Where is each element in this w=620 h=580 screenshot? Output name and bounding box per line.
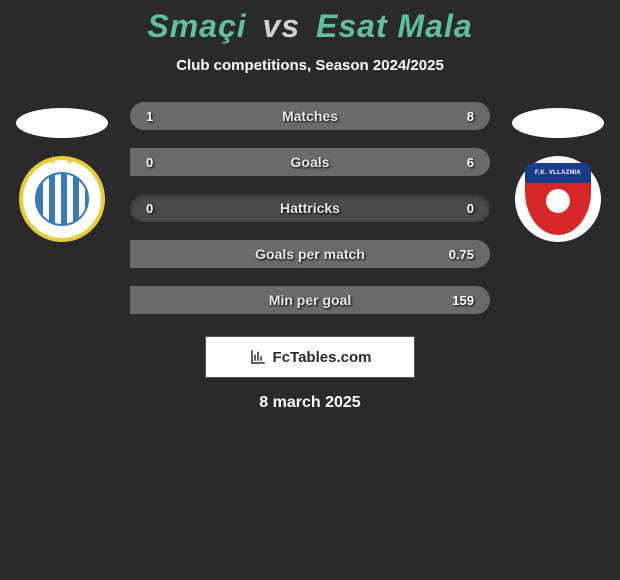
stat-row-hattricks: 0 Hattricks 0: [130, 194, 490, 222]
stat-right-value: 0.75: [449, 247, 474, 262]
player2-photo-placeholder: [512, 108, 604, 138]
date-text: 8 march 2025: [0, 394, 620, 412]
badge-stars-icon: ★ ★: [48, 154, 77, 167]
stat-right-value: 6: [467, 155, 474, 170]
stat-right-value: 159: [452, 293, 474, 308]
stat-label: Matches: [282, 108, 338, 124]
player2-name: Esat Mala: [316, 8, 473, 44]
stat-right-value: 8: [467, 109, 474, 124]
stat-right-value: 0: [467, 201, 474, 216]
stat-label: Hattricks: [280, 200, 340, 216]
right-side: F.K. VLLAZNIA: [508, 102, 608, 242]
stat-bars: 1 Matches 8 0 Goals 6 0 Hattricks 0: [130, 102, 490, 314]
stat-row-goals: 0 Goals 6: [130, 148, 490, 176]
shield-icon: F.K. VLLAZNIA: [525, 163, 591, 235]
player1-club-badge: ★ ★: [19, 156, 105, 242]
stat-row-goals-per-match: Goals per match 0.75: [130, 240, 490, 268]
stat-left-value: 0: [146, 155, 153, 170]
stat-label: Goals per match: [255, 246, 365, 262]
main-row: ★ ★ 1 Matches 8 0 Goals 6 0: [0, 102, 620, 314]
chart-icon: [249, 348, 267, 366]
subtitle: Club competitions, Season 2024/2025: [0, 57, 620, 74]
stat-label: Min per goal: [269, 292, 351, 308]
player1-name: Smaçi: [147, 8, 246, 44]
shield-top-text: F.K. VLLAZNIA: [525, 163, 591, 183]
left-side: ★ ★: [12, 102, 112, 242]
stat-row-min-per-goal: Min per goal 159: [130, 286, 490, 314]
stat-label: Goals: [291, 154, 330, 170]
source-logo[interactable]: FcTables.com: [205, 336, 415, 378]
vs-text: vs: [263, 8, 301, 44]
stat-left-value: 1: [146, 109, 153, 124]
player1-photo-placeholder: [16, 108, 108, 138]
stat-left-value: 0: [146, 201, 153, 216]
badge-stripes-icon: [35, 172, 89, 226]
ball-icon: [546, 189, 570, 213]
comparison-card: Smaçi vs Esat Mala Club competitions, Se…: [0, 0, 620, 412]
player2-club-badge: F.K. VLLAZNIA: [515, 156, 601, 242]
stat-row-matches: 1 Matches 8: [130, 102, 490, 130]
page-title: Smaçi vs Esat Mala: [0, 8, 620, 45]
source-logo-text: FcTables.com: [273, 349, 372, 366]
